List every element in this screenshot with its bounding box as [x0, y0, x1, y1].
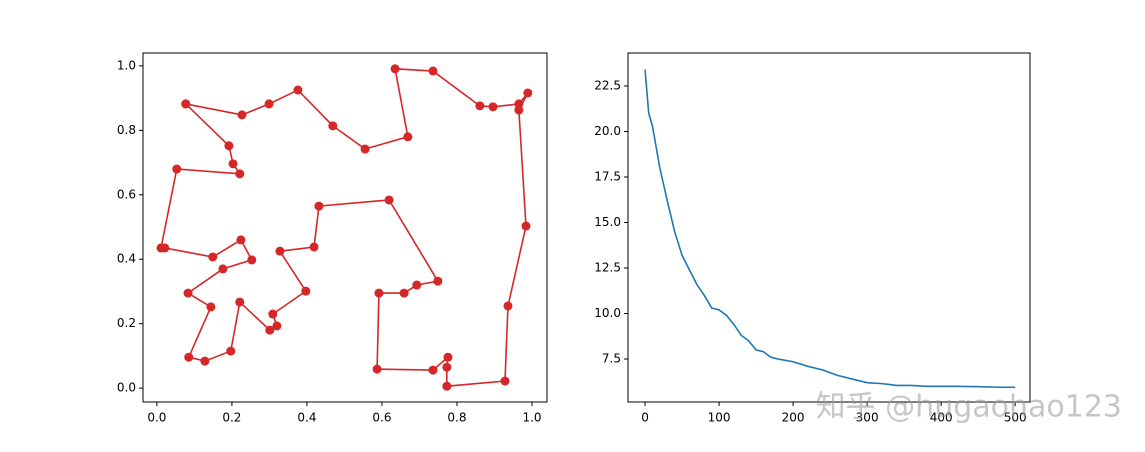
point: [390, 64, 400, 74]
point: [184, 352, 194, 362]
x-tick-label: 200: [782, 411, 805, 425]
point: [224, 141, 234, 151]
point: [374, 288, 384, 298]
point: [206, 302, 216, 312]
y-tick-label: 12.5: [594, 261, 621, 275]
point: [237, 110, 247, 120]
y-tick-label: 10.0: [594, 306, 621, 320]
y-tick-label: 15.0: [594, 215, 621, 229]
point: [265, 325, 275, 335]
point: [181, 99, 191, 109]
x-tick-label: 0.8: [447, 411, 466, 425]
point: [172, 164, 182, 174]
point: [247, 255, 257, 265]
point: [293, 85, 303, 95]
x-tick-label: 0.4: [297, 411, 316, 425]
y-tick-label: 7.5: [602, 352, 621, 366]
point: [403, 132, 413, 142]
point: [475, 101, 485, 111]
point: [208, 252, 218, 262]
y-tick-label: 20.0: [594, 124, 621, 138]
line: [644, 69, 1016, 389]
point: [228, 159, 238, 169]
point: [442, 381, 452, 391]
point: [372, 364, 382, 374]
line: [160, 67, 529, 388]
point: [412, 280, 422, 290]
point: [235, 297, 245, 307]
point: [500, 376, 510, 386]
y-tick-label: 0.0: [117, 381, 136, 395]
watermark: 知乎 @hugaohao123: [816, 390, 1122, 425]
x-tick-label: 1.0: [522, 411, 541, 425]
y-tick-label: 0.2: [117, 316, 136, 330]
point: [428, 66, 438, 76]
point: [433, 276, 443, 286]
point: [443, 352, 453, 362]
x-tick-label: 100: [708, 411, 731, 425]
point: [384, 195, 394, 205]
point: [264, 99, 274, 109]
point: [521, 221, 531, 231]
point: [328, 121, 338, 131]
x-tick-label: 400: [930, 411, 953, 425]
x-tick-label: 0.0: [147, 411, 166, 425]
point: [226, 346, 236, 356]
point: [488, 102, 498, 112]
x-tick-label: 300: [856, 411, 879, 425]
axes-frame: [142, 52, 548, 403]
point: [514, 105, 524, 115]
point: [428, 365, 438, 375]
point: [314, 201, 324, 211]
point: [523, 88, 533, 98]
x-tick-label: 0: [641, 411, 649, 425]
point: [442, 362, 452, 372]
point: [360, 144, 370, 154]
axes-frame: [627, 52, 1031, 403]
point: [218, 264, 228, 274]
y-tick-label: 22.5: [594, 78, 621, 92]
y-tick-label: 0.8: [117, 123, 136, 137]
y-tick-label: 17.5: [594, 169, 621, 183]
y-tick-label: 0.4: [117, 252, 136, 266]
x-tick-label: 0.2: [222, 411, 241, 425]
point: [183, 288, 193, 298]
point: [236, 235, 246, 245]
point: [268, 309, 278, 319]
point: [503, 301, 513, 311]
point: [301, 286, 311, 296]
point: [235, 169, 245, 179]
point: [309, 242, 319, 252]
point: [399, 288, 409, 298]
x-tick-label: 500: [1004, 411, 1027, 425]
y-tick-label: 0.6: [117, 187, 136, 201]
y-tick-label: 1.0: [117, 58, 136, 72]
point: [275, 246, 285, 256]
point: [156, 243, 166, 253]
x-tick-label: 0.6: [372, 411, 391, 425]
point: [272, 321, 282, 331]
point: [200, 356, 210, 366]
